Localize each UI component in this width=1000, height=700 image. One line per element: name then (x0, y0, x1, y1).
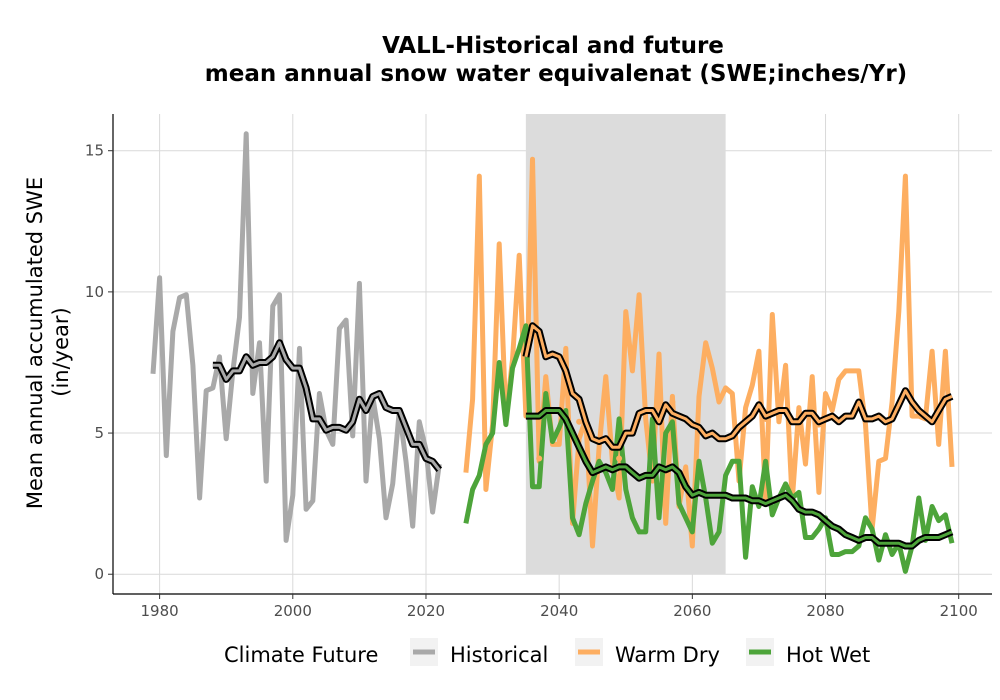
x-tick-label-2000: 2000 (274, 602, 312, 620)
y-tick-label-10: 10 (85, 283, 104, 301)
legend-label-hot-wet: Hot Wet (786, 643, 870, 667)
x-tick-label-2080: 2080 (806, 602, 844, 620)
point-warm-dry-2037 (536, 455, 543, 462)
legend-label-warm-dry: Warm Dry (615, 643, 720, 667)
x-tick-label-2020: 2020 (407, 602, 445, 620)
y-tick-label-5: 5 (94, 424, 104, 442)
series-line-warm-dry (463, 156, 955, 549)
point-warm-dry-2043 (576, 418, 583, 425)
series-line-historical (150, 131, 442, 543)
point-warm-dry-2057 (669, 399, 676, 405)
x-tick-label-2040: 2040 (540, 602, 578, 620)
trend-line-hot-wet (525, 409, 953, 548)
series-lines (150, 131, 955, 574)
chart-title-line-2: mean annual snow water equivalenat (SWE;… (205, 61, 907, 87)
x-tick-label-1980: 1980 (141, 602, 179, 620)
x-tick-label-2100: 2100 (940, 602, 978, 620)
point-warm-dry-2049 (616, 455, 623, 462)
series-line-hot-wet (463, 323, 955, 574)
x-tick-label-2060: 2060 (673, 602, 711, 620)
y-tick-label-0: 0 (94, 565, 104, 583)
y-tick-label-15: 15 (85, 142, 104, 160)
y-axis-title-line-1: Mean annual accumulated SWE (23, 177, 47, 509)
legend: Climate Future Historical Warm Dry Hot Wet (224, 638, 870, 667)
legend-title: Climate Future (224, 643, 378, 667)
chart-title-line-1: VALL-Historical and future (382, 33, 724, 59)
legend-label-historical: Historical (450, 643, 548, 667)
trend-line-historical (212, 341, 441, 471)
y-axis-title-line-2: (in/year) (49, 307, 73, 396)
trend-line-warm-dry (524, 324, 953, 449)
axes: 1980 2000 2020 2040 2060 2080 2100 0 5 10 15 (85, 114, 992, 620)
